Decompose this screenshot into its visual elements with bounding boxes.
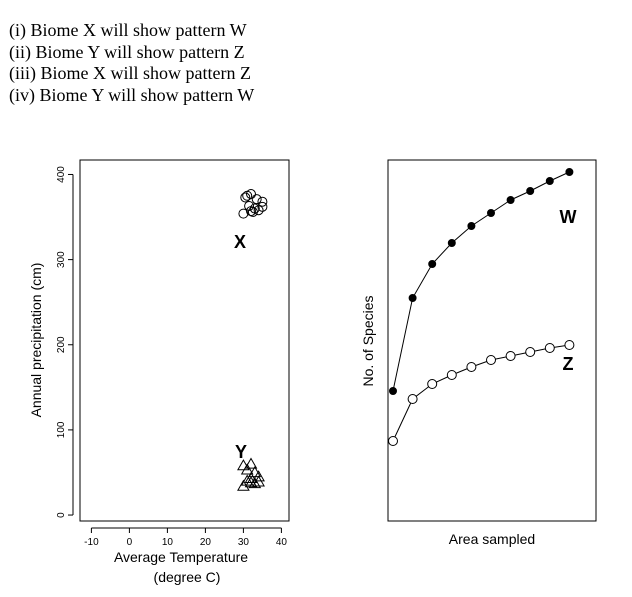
point-pattern-w xyxy=(565,168,574,176)
point-biome-x xyxy=(240,192,251,203)
line-x-axis-title: Area sampled xyxy=(449,531,535,547)
point-biome-y xyxy=(252,475,265,487)
point-biome-y xyxy=(244,476,258,488)
point-biome-x xyxy=(246,206,256,217)
scatter-x-axis: -10 0 10 20 30 40 xyxy=(84,527,288,548)
point-biome-y xyxy=(248,465,262,478)
point-pattern-z xyxy=(446,370,457,380)
scatter-y-axis-title: Annual precipitation (cm) xyxy=(28,263,44,418)
y-tick-label: 200 xyxy=(56,336,67,353)
statement-item: (ii) Biome Y will show pattern Z xyxy=(9,41,245,62)
x-tick-label: 0 xyxy=(127,537,133,548)
series-label-w: W xyxy=(560,207,577,227)
x-tick-label: -10 xyxy=(84,537,99,548)
point-biome-y xyxy=(252,470,265,482)
point-pattern-w xyxy=(408,294,417,302)
x-tick-label: 10 xyxy=(162,537,174,548)
point-pattern-w xyxy=(389,387,397,395)
point-pattern-z xyxy=(564,340,575,350)
point-pattern-z xyxy=(505,351,516,361)
point-biome-y xyxy=(244,457,258,469)
series-label-x: X xyxy=(234,232,246,252)
point-pattern-w xyxy=(506,196,515,204)
x-tick-label: 20 xyxy=(200,537,212,548)
x-tick-label: 30 xyxy=(238,537,250,548)
species-area-chart: W Z Area sampled No. of Species xyxy=(360,159,597,547)
point-biome-y xyxy=(240,474,254,486)
scatter-plot-frame xyxy=(79,159,290,522)
point-pattern-w xyxy=(526,187,535,195)
point-pattern-w xyxy=(467,222,476,230)
y-tick-label: 300 xyxy=(56,251,67,268)
point-biome-x xyxy=(257,196,268,207)
point-pattern-z xyxy=(544,343,555,353)
point-biome-x xyxy=(257,201,268,212)
series-line-w xyxy=(392,171,570,392)
statement-item: (i) Biome X will show pattern W xyxy=(9,20,247,40)
point-biome-y xyxy=(248,477,262,489)
point-pattern-w xyxy=(447,239,456,247)
scatter-x-axis-title-unit: (degree C) xyxy=(154,569,221,585)
point-pattern-z xyxy=(407,394,418,404)
statement-item: (iv) Biome Y will show pattern W xyxy=(9,84,255,105)
series-label-z: Z xyxy=(563,354,574,374)
point-pattern-z xyxy=(388,436,398,446)
point-biome-x xyxy=(244,200,255,211)
point-pattern-z xyxy=(427,379,438,389)
scatter-points xyxy=(237,189,268,491)
point-pattern-z xyxy=(525,347,536,357)
scatter-chart: -10 0 10 20 30 40 0 100 200 300 400 X Y Average T… xyxy=(28,159,290,585)
x-tick-label: 40 xyxy=(276,537,288,548)
line-plot-frame xyxy=(387,159,597,522)
line-y-axis-title: No. of Species xyxy=(360,295,376,386)
point-pattern-w xyxy=(428,260,437,268)
point-biome-x xyxy=(238,208,249,219)
point-biome-x xyxy=(253,205,264,216)
question-statements: (i) Biome X will show pattern W (ii) Bio… xyxy=(9,20,254,106)
scatter-y-axis: 0 100 200 300 400 xyxy=(56,166,74,518)
point-pattern-z xyxy=(486,355,496,365)
y-tick-label: 100 xyxy=(56,421,67,438)
point-pattern-w xyxy=(487,209,495,217)
scatter-x-axis-title: Average Temperature xyxy=(114,549,248,565)
point-pattern-w xyxy=(545,177,554,185)
statement-item: (iii) Biome X will show pattern Z xyxy=(9,63,251,83)
line-series-group xyxy=(388,168,575,446)
point-biome-x xyxy=(246,189,256,200)
point-biome-x xyxy=(251,194,262,205)
y-tick-label: 0 xyxy=(56,512,67,518)
series-label-y: Y xyxy=(235,442,247,462)
point-biome-x xyxy=(247,206,258,217)
point-biome-y xyxy=(237,459,250,471)
point-biome-y xyxy=(240,463,254,475)
series-line-z xyxy=(392,344,570,442)
y-tick-label: 400 xyxy=(56,166,67,183)
point-pattern-z xyxy=(466,362,477,372)
